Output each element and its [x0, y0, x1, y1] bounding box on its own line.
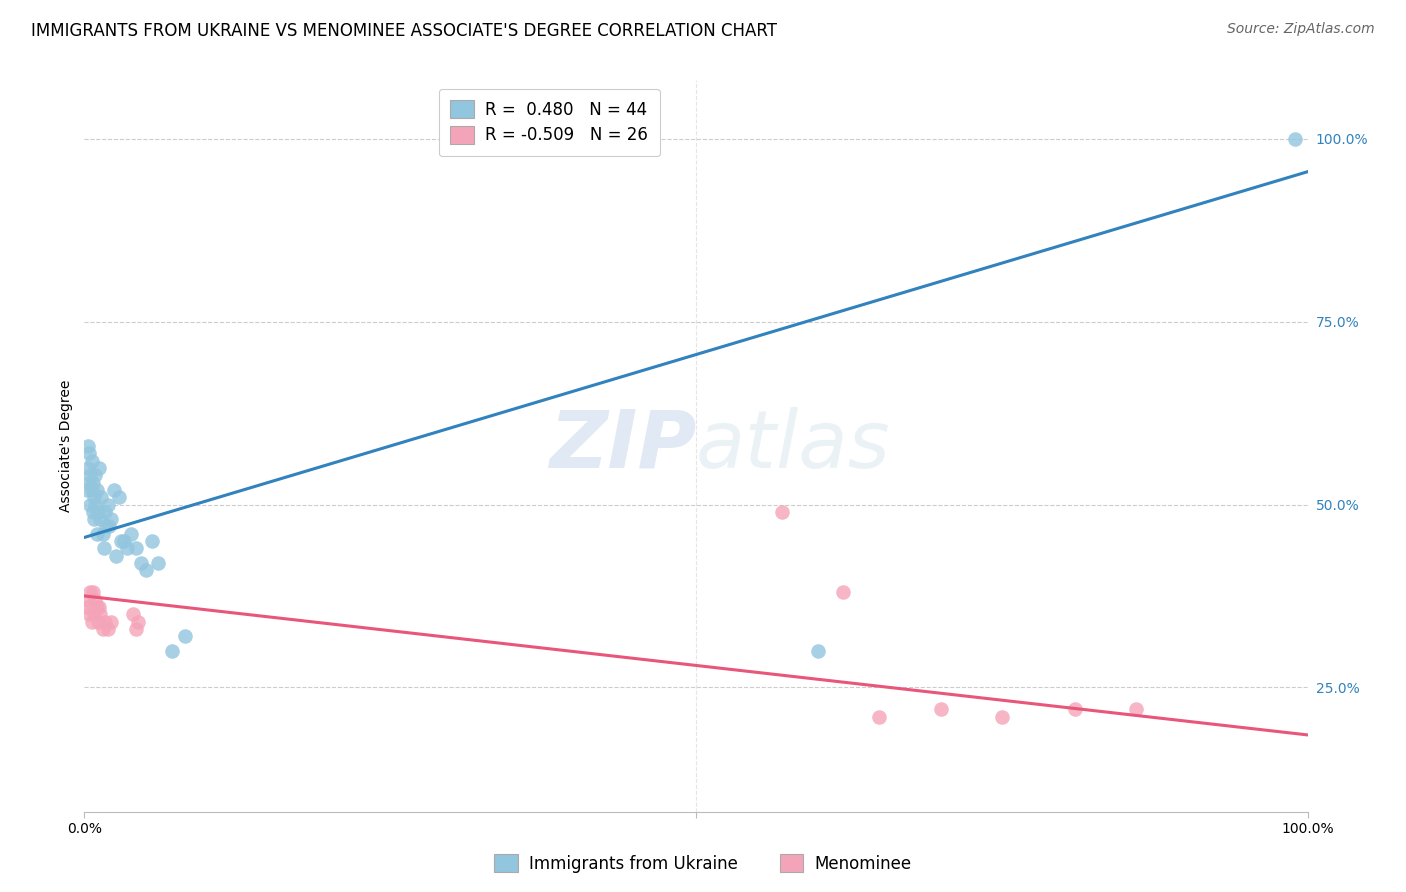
Point [141, 534, 163, 549]
Point [84, 498, 107, 512]
Point [94, 505, 117, 519]
Point [115, 541, 138, 556]
Point [82, 475, 104, 490]
Y-axis label: Associate's Degree: Associate's Degree [59, 380, 73, 512]
Point [1125, 702, 1147, 716]
Point [90, 490, 112, 504]
Point [80, 453, 103, 467]
Point [93, 541, 115, 556]
Point [100, 615, 122, 629]
Point [100, 512, 122, 526]
Point [135, 563, 157, 577]
Point [146, 556, 169, 570]
Point [79, 585, 101, 599]
Point [91, 622, 114, 636]
Point [84, 468, 107, 483]
Point [89, 512, 111, 526]
Point [127, 615, 149, 629]
Point [120, 526, 142, 541]
Point [83, 512, 105, 526]
Text: Source: ZipAtlas.com: Source: ZipAtlas.com [1227, 22, 1375, 37]
Point [125, 622, 148, 636]
Point [86, 526, 108, 541]
Point [80, 483, 103, 497]
Point [77, 592, 100, 607]
Point [770, 505, 793, 519]
Point [869, 709, 891, 723]
Point [86, 599, 108, 614]
Point [929, 702, 952, 716]
Point [129, 556, 152, 570]
Point [94, 615, 117, 629]
Point [77, 461, 100, 475]
Point [87, 461, 110, 475]
Point [110, 534, 132, 549]
Point [87, 615, 110, 629]
Point [83, 607, 105, 622]
Text: IMMIGRANTS FROM UKRAINE VS MENOMINEE ASSOCIATE'S DEGREE CORRELATION CHART: IMMIGRANTS FROM UKRAINE VS MENOMINEE ASS… [31, 22, 778, 40]
Point [77, 475, 100, 490]
Point [77, 446, 100, 460]
Point [87, 505, 110, 519]
Point [76, 483, 98, 497]
Point [96, 519, 118, 533]
Point [107, 490, 129, 504]
Point [79, 498, 101, 512]
Point [103, 483, 125, 497]
Point [82, 505, 104, 519]
Point [112, 534, 135, 549]
Point [89, 607, 111, 622]
Legend: Immigrants from Ukraine, Menominee: Immigrants from Ukraine, Menominee [488, 847, 918, 880]
Point [82, 585, 104, 599]
Point [97, 519, 120, 533]
Point [77, 607, 100, 622]
Point [97, 498, 120, 512]
Point [84, 592, 107, 607]
Point [1064, 702, 1087, 716]
Point [80, 615, 103, 629]
Point [97, 622, 120, 636]
Point [79, 468, 101, 483]
Point [76, 599, 98, 614]
Point [91, 526, 114, 541]
Point [1284, 132, 1306, 146]
Point [807, 644, 830, 658]
Point [83, 490, 105, 504]
Point [831, 585, 853, 599]
Legend: R =  0.480   N = 44, R = -0.509   N = 26: R = 0.480 N = 44, R = -0.509 N = 26 [439, 88, 659, 156]
Text: atlas: atlas [696, 407, 891, 485]
Point [86, 483, 108, 497]
Point [125, 541, 148, 556]
Point [173, 629, 195, 643]
Point [105, 549, 128, 563]
Point [991, 709, 1014, 723]
Text: ZIP: ZIP [548, 407, 696, 485]
Point [162, 644, 184, 658]
Point [122, 607, 145, 622]
Point [87, 599, 110, 614]
Point [77, 439, 100, 453]
